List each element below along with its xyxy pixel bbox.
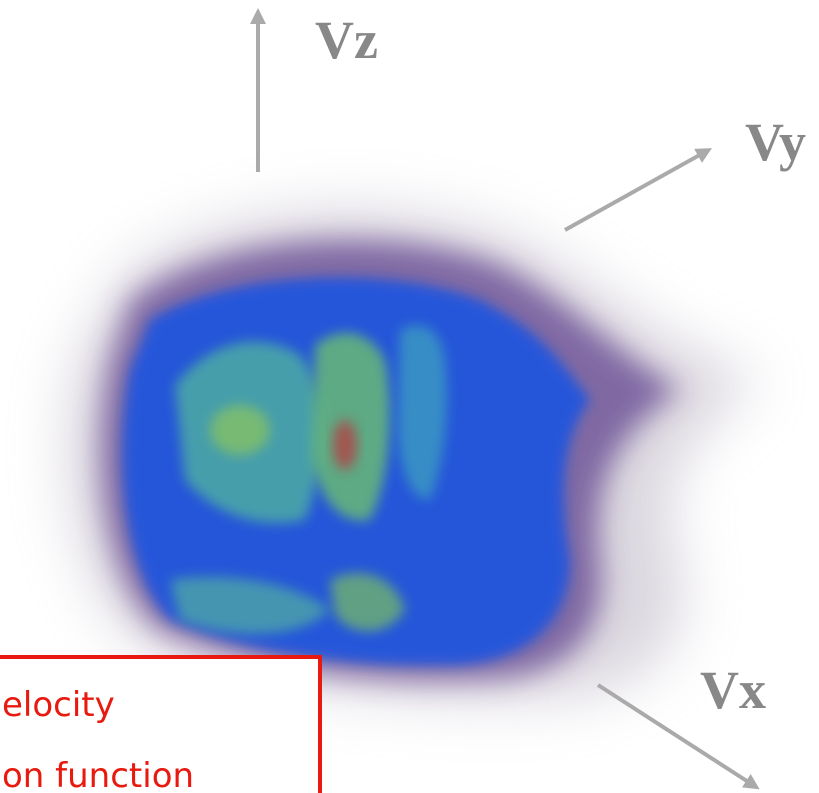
caption-line: on function (2, 756, 194, 793)
x-label: Vx (700, 660, 766, 720)
x-arrow (596, 683, 760, 790)
y-arrow (564, 148, 712, 232)
velocity-blob (66, 209, 760, 701)
axis-arrows (250, 8, 760, 790)
caption-line: elocity (2, 685, 115, 725)
z-label: Vz (315, 10, 378, 70)
caption-box: elocity on function (0, 655, 322, 793)
y-label: Vy (745, 112, 806, 172)
